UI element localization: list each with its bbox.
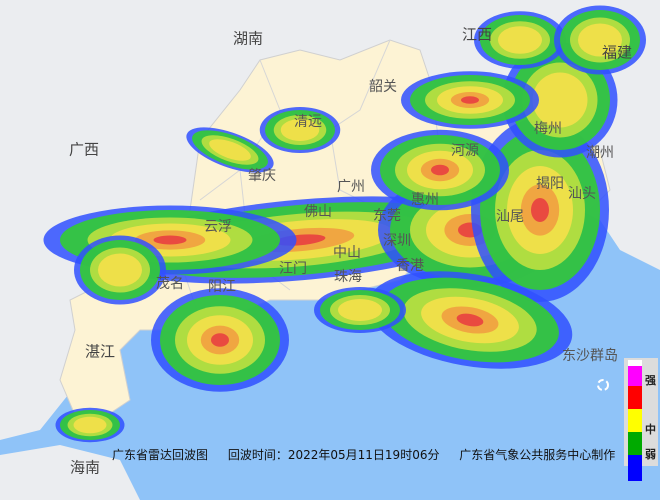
hainan-island xyxy=(0,445,140,500)
radar-echo xyxy=(456,313,484,327)
map-label: 清远 xyxy=(294,114,322,130)
radar-echo xyxy=(209,139,251,161)
radar-echo xyxy=(280,119,320,141)
radar-echoes xyxy=(43,5,646,443)
map-label: 阳江 xyxy=(208,279,236,295)
map-label: 海南 xyxy=(69,458,101,477)
radar-echo xyxy=(73,416,107,434)
legend-strong-label: 强 xyxy=(645,374,656,387)
radar-echo xyxy=(211,333,229,347)
map-label: 深圳 xyxy=(383,233,411,249)
map-label: 惠州 xyxy=(411,192,439,208)
map-label: 东沙群岛 xyxy=(562,348,618,364)
map-label: 广州 xyxy=(337,179,365,195)
map-label: 茂名 xyxy=(156,276,184,292)
intensity-legend: 强 中 弱 xyxy=(624,358,658,481)
map-label: 福建 xyxy=(601,43,633,62)
radar-echo xyxy=(153,235,187,245)
legend-swatch xyxy=(628,432,642,455)
legend-weak-label: 弱 xyxy=(645,448,656,461)
map-label: 潮州 xyxy=(586,145,614,161)
radar-echo xyxy=(498,26,542,54)
legend-swatch xyxy=(628,455,642,481)
map-label: 东莞 xyxy=(373,208,401,224)
legend-swatch xyxy=(628,360,642,366)
map-label: 广西 xyxy=(68,140,100,159)
legend-swatch xyxy=(628,409,642,432)
map-label: 汕尾 xyxy=(496,209,524,225)
radar-echo xyxy=(461,96,479,104)
map-label: 香港 xyxy=(396,258,424,274)
legend-color-bar xyxy=(628,360,642,481)
dongsha-island-marker xyxy=(597,379,609,391)
radar-echo xyxy=(98,253,142,287)
map-label: 佛山 xyxy=(304,204,332,220)
map-label: 江门 xyxy=(279,261,307,277)
radar-echo xyxy=(431,164,449,176)
map-label: 肇庆 xyxy=(248,168,276,184)
map-label: 梅州 xyxy=(534,121,562,137)
radar-echo xyxy=(338,299,382,321)
legend-medium-label: 中 xyxy=(645,423,656,436)
map-caption: 广东省雷达回波图 回波时间：2022年05月11日19时06分 广东省气象公共服… xyxy=(112,446,631,463)
map-label: 中山 xyxy=(333,245,361,261)
map-label: 珠海 xyxy=(334,269,362,285)
radar-echo xyxy=(578,23,622,57)
map-label: 河源 xyxy=(451,143,479,159)
map-label: 揭阳 xyxy=(536,176,564,192)
legend-swatch xyxy=(628,386,642,409)
radar-echo xyxy=(532,72,588,128)
map-label: 湖南 xyxy=(232,29,264,48)
map-label: 云浮 xyxy=(204,219,232,235)
map-label: 湛江 xyxy=(84,342,116,361)
map-label: 汕头 xyxy=(568,186,596,202)
map-label: 韶关 xyxy=(369,79,397,95)
map-label: 江西 xyxy=(461,25,493,44)
caption-time: 回波时间：2022年05月11日19时06分 xyxy=(227,448,440,462)
caption-producer: 广东省气象公共服务中心制作 xyxy=(459,448,616,462)
caption-title: 广东省雷达回波图 xyxy=(112,448,209,462)
radar-echo xyxy=(531,198,549,222)
legend-swatch xyxy=(628,366,642,386)
